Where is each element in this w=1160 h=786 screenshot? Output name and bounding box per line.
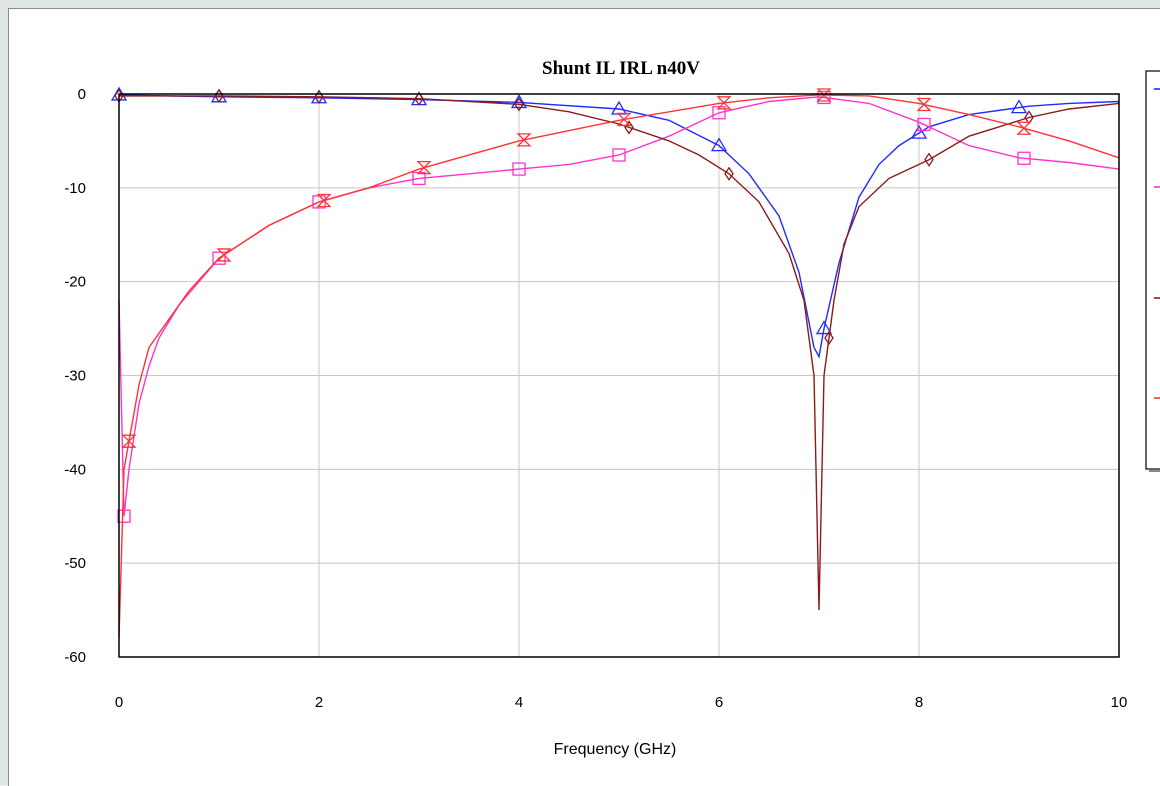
y-tick-label: -50 [64,555,86,572]
series-marker [612,148,626,162]
series-marker [616,112,632,127]
x-tick-label: 2 [315,694,323,711]
y-tick-label: -30 [64,368,86,385]
series-marker [917,117,931,132]
y-tick-label: 0 [78,86,86,103]
x-axis-label: Frequency (GHz) [554,741,677,758]
series-marker [516,133,532,147]
legend [1145,70,1160,472]
x-tick-label: 10 [1111,694,1128,711]
series-marker [910,124,928,139]
series-marker [916,97,932,112]
x-tick-label: 8 [915,694,923,711]
series-marker [416,161,432,175]
x-tick-label: 6 [715,694,723,711]
series-marker [924,152,934,167]
y-tick-label: -10 [64,180,86,197]
series-marker [724,166,734,181]
series-marker [712,106,726,120]
series-marker [212,251,226,265]
series-marker [117,509,131,523]
series-marker [121,434,137,448]
series-marker [216,248,232,262]
series-marker [514,97,524,112]
series-marker [824,330,834,346]
series-line [118,96,1120,517]
series-hourglass [118,88,1120,639]
x-tick-label: 4 [515,694,523,711]
chart-title: Shunt IL IRL n40V [542,58,700,79]
y-tick-label: -20 [64,274,86,291]
series-line [118,94,1120,639]
series-marker [414,91,424,106]
series-marker [716,96,732,110]
series-marker [815,320,833,335]
series-marker [316,193,332,208]
y-tick-label: -40 [64,461,86,478]
series-line [118,94,1120,359]
series-marker [1016,121,1032,135]
series-diamond [114,88,1120,611]
series-marker [1017,151,1031,165]
series-line [119,95,1120,611]
series-marker [314,89,324,104]
series-marker [512,162,526,176]
line-chart: 0 2 4 6 8 10 0 -10 -20 -30 -40 -50 -60 Shunt IL IRL … [64,58,1160,758]
series-marker [710,137,728,152]
plot-frame [118,93,1120,658]
series-marker [510,94,528,109]
series-marker [1010,99,1028,114]
legend-frame [1145,70,1160,470]
series-square [117,90,1120,523]
series-marker [816,88,832,102]
chart-panel: 0 2 4 6 8 10 0 -10 -20 -30 -40 -50 -60 Shunt IL IRL … [8,8,1160,786]
x-tick-label: 0 [115,694,123,711]
series-marker [817,90,831,105]
y-tick-label: -60 [64,649,86,666]
